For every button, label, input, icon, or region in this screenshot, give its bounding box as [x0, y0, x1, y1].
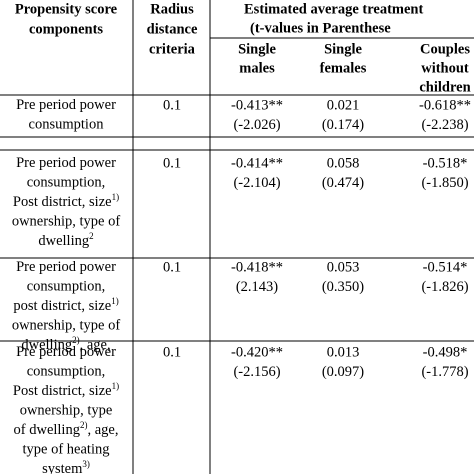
component-line: ownership, type of: [12, 214, 120, 230]
text: Pre period power: [16, 97, 116, 113]
column-header: Single: [238, 41, 276, 57]
t-value: (-2.026): [233, 117, 280, 133]
component-line: consumption,: [27, 175, 106, 191]
superscript: 2): [80, 420, 88, 430]
component-line: ownership, type of: [12, 318, 120, 334]
t-value: (-2.238): [421, 117, 468, 133]
component-line: Pre period power: [16, 155, 116, 171]
t-value: (-1.778): [421, 364, 468, 380]
t-value: (2.143): [236, 279, 278, 295]
header-text: Propensity score: [15, 1, 118, 17]
column-header: females: [320, 60, 367, 76]
header-text: components: [29, 21, 103, 37]
column-header: Single: [324, 41, 362, 57]
component-line: type of heating: [23, 442, 110, 458]
header-text: Radius: [150, 1, 194, 17]
component-line: consumption,: [27, 364, 106, 380]
t-value: (0.474): [322, 175, 364, 191]
superscript: 1): [112, 381, 120, 391]
estimate: -0.618**: [419, 97, 471, 113]
text: , age,: [87, 422, 118, 438]
text: Post district, size: [13, 383, 112, 399]
t-value: (0.097): [322, 364, 364, 380]
column-header: children: [419, 79, 470, 95]
t-value: (0.350): [322, 279, 364, 295]
radius: 0.1: [163, 344, 181, 360]
superscript: 1): [112, 192, 120, 202]
text: dwelling: [21, 337, 72, 353]
header-text: criteria: [149, 41, 196, 57]
estimate: 0.053: [327, 259, 360, 275]
text: consumption,: [27, 279, 106, 295]
radius: 0.1: [163, 155, 181, 171]
text: consumption,: [27, 364, 106, 380]
estimate: 0.021: [327, 97, 360, 113]
superscript: 2): [72, 335, 80, 345]
text: of dwelling: [14, 422, 80, 438]
text: ownership, type of: [12, 318, 120, 334]
component-line: ownership, type: [20, 403, 113, 419]
component-line: dwelling2: [38, 231, 93, 249]
component-line: of dwelling2), age,: [14, 420, 119, 438]
column-header: without: [421, 60, 469, 76]
t-value: (-2.104): [233, 175, 280, 191]
text: consumption: [29, 117, 105, 133]
t-value: (-1.850): [421, 175, 468, 191]
component-line: dwelling2), age,: [21, 335, 110, 353]
text: Pre period power: [16, 344, 116, 360]
header-text: Estimated average treatment: [244, 1, 423, 17]
t-value: (-1.826): [421, 279, 468, 295]
t-value: (-2.156): [233, 364, 280, 380]
superscript: 2: [89, 231, 94, 241]
component-line: system3): [42, 459, 90, 474]
component-line: post district, size1): [13, 296, 118, 314]
text: dwelling: [38, 233, 89, 249]
text: , age,: [80, 337, 111, 353]
estimate: -0.514*: [423, 259, 468, 275]
component-line: Pre period power: [16, 259, 116, 275]
estimate: 0.013: [327, 344, 360, 360]
text: Pre period power: [16, 155, 116, 171]
text: Post district, size: [13, 194, 112, 210]
component-line: Post district, size1): [13, 192, 119, 210]
estimate: -0.414**: [231, 155, 283, 171]
estimate: -0.498*: [423, 344, 468, 360]
estimate: -0.420**: [231, 344, 283, 360]
radius: 0.1: [163, 259, 181, 275]
superscript: 3): [82, 459, 90, 469]
component-line: Pre period power: [16, 97, 116, 113]
estimate: -0.518*: [423, 155, 468, 171]
t-value: (0.174): [322, 117, 364, 133]
text: post district, size: [13, 298, 111, 314]
component-line: consumption: [29, 117, 105, 133]
component-line: Pre period power: [16, 344, 116, 360]
header-text: (t-values in Parenthese: [250, 20, 391, 36]
estimate: -0.413**: [231, 97, 283, 113]
estimate: 0.058: [327, 155, 360, 171]
text: type of heating: [23, 442, 110, 458]
text: ownership, type of: [12, 214, 120, 230]
component-line: consumption,: [27, 279, 106, 295]
text: consumption,: [27, 175, 106, 191]
text: Pre period power: [16, 259, 116, 275]
radius: 0.1: [163, 97, 181, 113]
estimate: -0.418**: [231, 259, 283, 275]
column-header: Couples: [420, 41, 470, 57]
header-text: distance: [147, 21, 198, 37]
column-header: males: [239, 60, 275, 76]
text: system: [42, 461, 83, 474]
superscript: 1): [111, 296, 119, 306]
text: ownership, type: [20, 403, 113, 419]
component-line: Post district, size1): [13, 381, 119, 399]
